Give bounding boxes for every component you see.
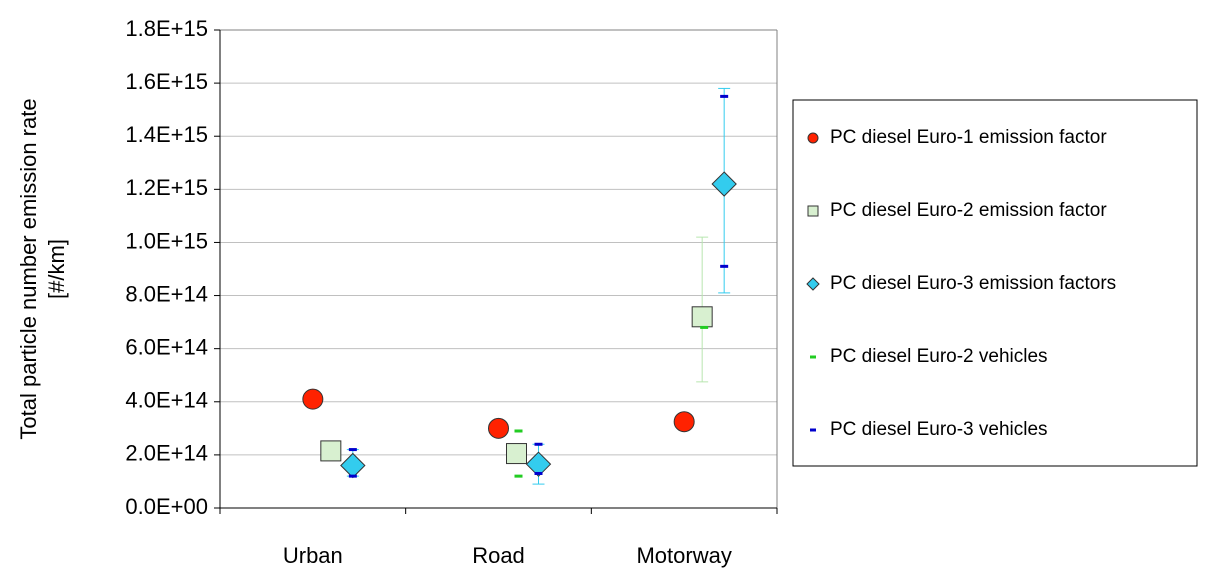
marker-dash <box>348 474 357 478</box>
y-tick-label: 1.6E+15 <box>125 69 208 94</box>
y-tick-label: 1.0E+15 <box>125 228 208 253</box>
marker-dash <box>720 264 729 268</box>
legend-marker <box>807 132 819 144</box>
y-tick-label: 1.4E+15 <box>125 122 208 147</box>
y-tick-label: 2.0E+14 <box>125 441 208 466</box>
x-tick-label: Urban <box>283 543 343 568</box>
marker-dash <box>348 448 357 452</box>
marker-circle <box>673 411 695 433</box>
marker-dash <box>700 325 709 329</box>
y-tick-label: 4.0E+14 <box>125 388 208 413</box>
legend-marker <box>807 205 819 217</box>
y-axis-label: Total particle number emission rate <box>16 98 41 439</box>
marker-diamond <box>711 171 737 197</box>
y-tick-label: 0.0E+00 <box>125 494 208 519</box>
marker-diamond <box>525 451 552 477</box>
y-tick-label: 1.2E+15 <box>125 175 208 200</box>
marker-square <box>320 440 342 462</box>
legend-marker <box>810 428 816 432</box>
marker-circle <box>302 388 324 410</box>
marker-dash <box>514 429 523 433</box>
legend-marker <box>806 277 820 291</box>
legend-label: PC diesel Euro-2 emission factor <box>830 200 1107 221</box>
marker-dash <box>534 442 543 446</box>
y-tick-label: 6.0E+14 <box>125 334 208 359</box>
legend-box <box>792 99 1198 467</box>
marker-circle <box>488 417 509 439</box>
y-tick-label: 8.0E+14 <box>125 281 208 306</box>
x-tick-label: Motorway <box>636 543 731 568</box>
legend-label: PC diesel Euro-3 emission factors <box>830 273 1116 294</box>
y-tick-label: 1.8E+15 <box>125 16 208 41</box>
x-tick-label: Road <box>472 543 525 568</box>
legend-label: PC diesel Euro-2 vehicles <box>830 346 1048 367</box>
y-axis-label: [#/km] <box>44 239 69 299</box>
legend-marker <box>810 355 816 359</box>
marker-diamond <box>340 452 366 479</box>
marker-dash <box>720 94 729 98</box>
marker-dash <box>514 474 523 478</box>
legend-label: PC diesel Euro-1 emission factor <box>830 127 1107 148</box>
marker-square <box>506 443 527 465</box>
legend-label: PC diesel Euro-3 vehicles <box>830 419 1048 440</box>
marker-dash <box>534 471 543 475</box>
marker-square <box>691 306 713 328</box>
